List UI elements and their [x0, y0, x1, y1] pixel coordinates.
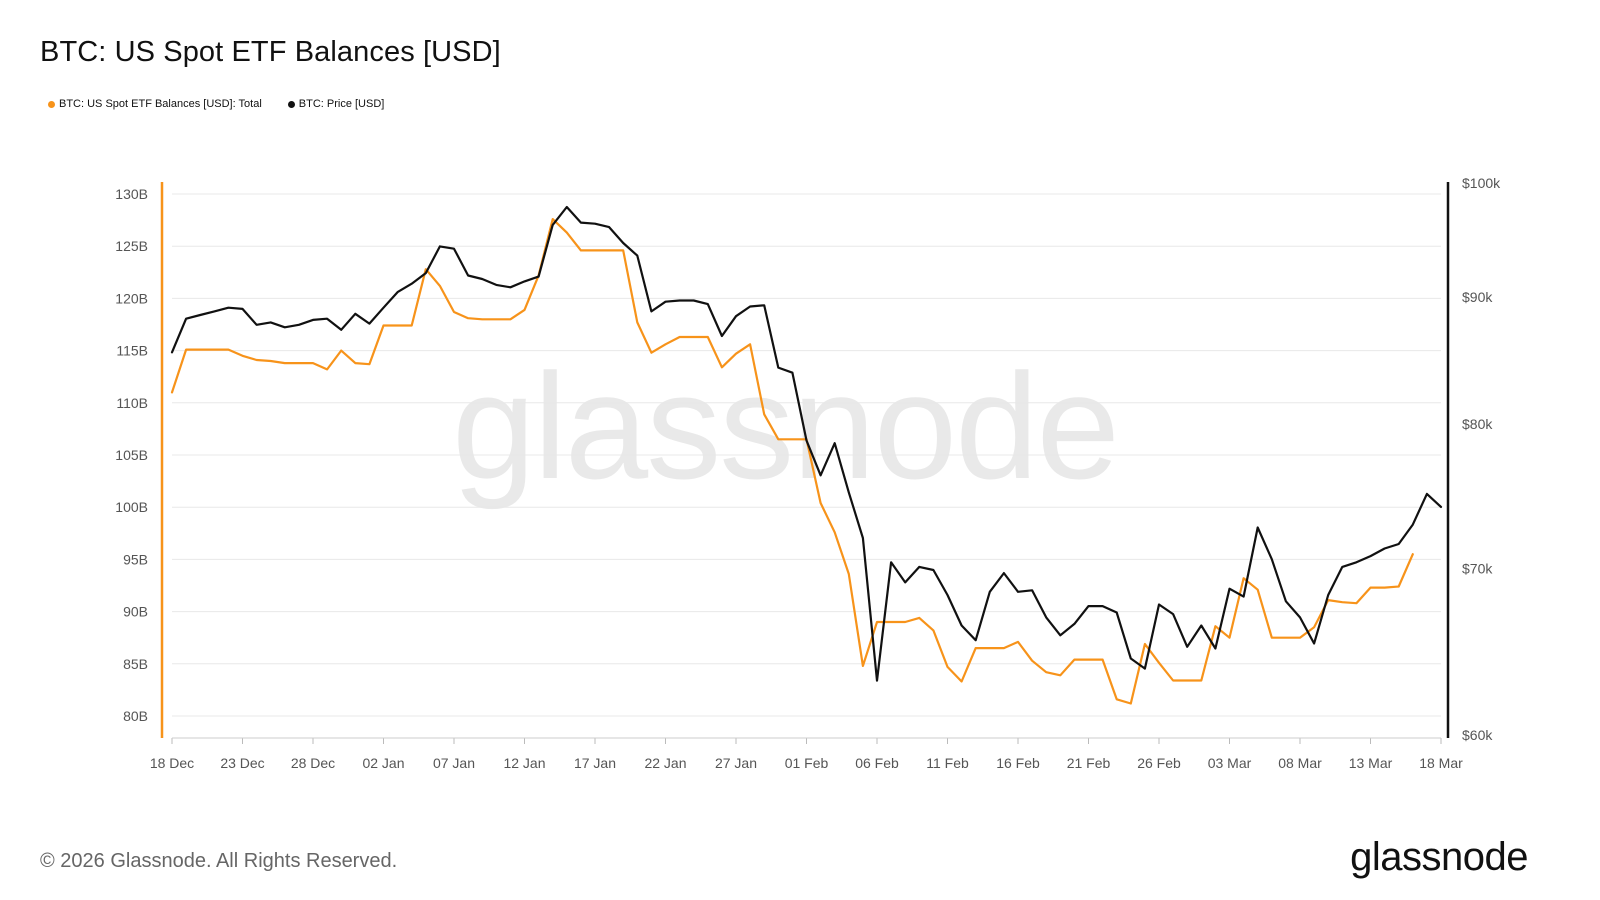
x-tick-label: 27 Jan	[715, 755, 757, 771]
y-left-tick-label: 120B	[115, 290, 148, 306]
x-tick-label: 06 Feb	[855, 755, 899, 771]
legend-item-etf-balances[interactable]: BTC: US Spot ETF Balances [USD]: Total	[48, 98, 262, 110]
legend-label-etf-balances: BTC: US Spot ETF Balances [USD]: Total	[59, 98, 262, 110]
y-right-tick-label: $70k	[1462, 560, 1493, 576]
x-tick-label: 11 Feb	[926, 755, 969, 771]
y-right-tick-label: $80k	[1462, 416, 1493, 432]
x-tick-label: 13 Mar	[1349, 755, 1393, 771]
x-tick-label: 28 Dec	[291, 755, 335, 771]
y-right-tick-label: $60k	[1462, 727, 1493, 743]
x-tick-label: 16 Feb	[996, 755, 1040, 771]
axes	[160, 182, 1450, 744]
y-left-tick-label: 95B	[123, 551, 148, 567]
x-tick-label: 23 Dec	[220, 755, 264, 771]
grid-lines	[172, 193, 1441, 717]
x-tick-label: 01 Feb	[785, 755, 829, 771]
legend-item-price[interactable]: BTC: Price [USD]	[287, 98, 385, 110]
x-tick-label: 18 Mar	[1419, 755, 1463, 771]
chart-title: BTC: US Spot ETF Balances [USD]	[40, 36, 501, 68]
y-right-tick-label: $90k	[1462, 289, 1493, 305]
y-left-tick-label: 85B	[123, 656, 148, 672]
watermark: glassnode	[452, 342, 1118, 510]
x-tick-label: 02 Jan	[362, 755, 404, 771]
legend-label-price: BTC: Price [USD]	[298, 98, 385, 110]
y-left-tick-label: 110B	[116, 395, 148, 411]
y-left-tick-label: 115B	[116, 343, 148, 359]
tick-labels: 80B 85B 90B 95B 100B 105B 110B 115B 120B 125B 130B…	[115, 175, 1501, 771]
footer-brand-logo: glassnode	[1350, 835, 1528, 879]
x-tick-label: 17 Jan	[574, 755, 616, 771]
y-right-tick-label: $100k	[1462, 175, 1501, 191]
x-tick-label: 18 Dec	[150, 755, 194, 771]
y-left-tick-label: 100B	[115, 499, 148, 515]
x-tick-label: 22 Jan	[644, 755, 686, 771]
series-line-btc-price	[170, 205, 1443, 682]
series-line-etf-balances	[170, 218, 1414, 705]
y-left-tick-label: 105B	[115, 447, 148, 463]
x-tick-label: 21 Feb	[1067, 755, 1111, 771]
footer-copyright: © 2026 Glassnode. All Rights Reserved.	[40, 850, 398, 872]
legend-dot-orange	[48, 100, 55, 108]
y-left-tick-label: 90B	[123, 604, 148, 620]
x-tick-label: 03 Mar	[1208, 755, 1252, 771]
x-tick-label: 07 Jan	[433, 755, 475, 771]
x-tick-label: 08 Mar	[1278, 755, 1322, 771]
y-left-tick-label: 125B	[115, 238, 148, 254]
series-lines	[170, 205, 1443, 705]
legend-dot-black	[287, 100, 295, 108]
y-left-tick-label: 130B	[115, 186, 148, 202]
chart-legend: BTC: US Spot ETF Balances [USD]: Total B…	[48, 98, 384, 110]
x-tick-label: 12 Jan	[503, 755, 545, 771]
x-tick-label: 26 Feb	[1137, 755, 1181, 771]
y-left-tick-label: 80B	[123, 708, 148, 724]
